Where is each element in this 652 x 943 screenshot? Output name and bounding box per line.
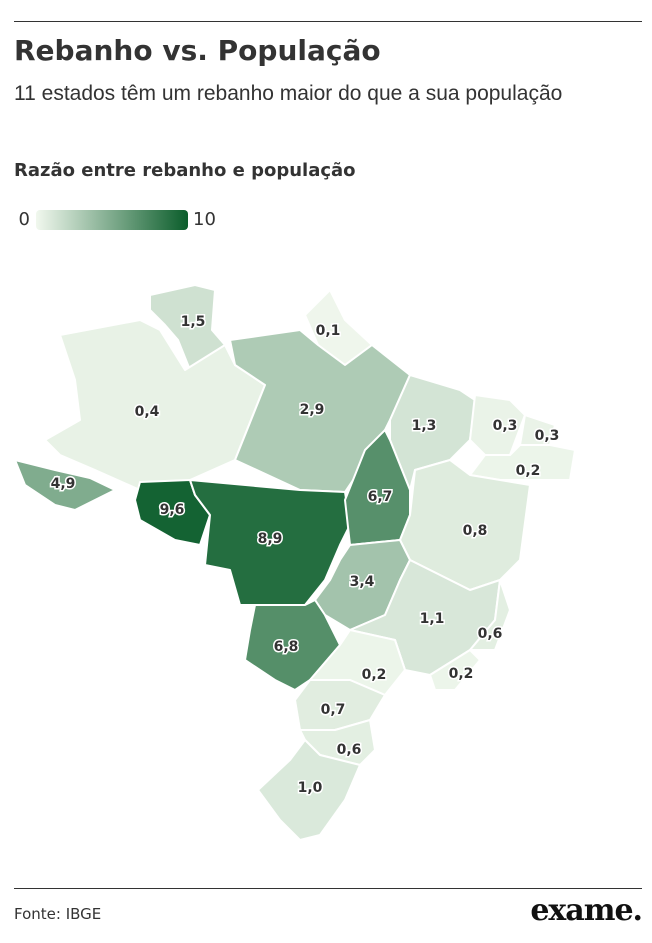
value-label: 0,4 [135, 404, 160, 420]
map: 0 10 1,5 0,1 0,4 2,9 1,3 0,3 0,3 0,2 4,9 9,6 8,9 6,7 0… [14, 209, 576, 841]
colorbar [36, 210, 188, 230]
value-label: 0,6 [478, 626, 503, 642]
subtitle: 11 estados têm um rebanho maior do que a… [14, 82, 563, 105]
state [257, 739, 361, 841]
value-label: 9,6 [160, 502, 185, 518]
title: Rebanho vs. População [14, 34, 381, 67]
value-label: 0,6 [337, 742, 362, 758]
value-label: 0,2 [362, 667, 387, 683]
colorbar-tick-label: 10 [193, 209, 216, 230]
colorbar-tick-label: 0 [19, 209, 30, 230]
source: Fonte: IBGE [14, 905, 102, 923]
value-label: 0,8 [463, 523, 488, 539]
top-rule [14, 21, 642, 22]
value-label: 0,2 [449, 666, 474, 682]
value-label: 0,3 [535, 428, 560, 444]
value-label: 6,8 [274, 639, 299, 655]
state [429, 649, 481, 691]
value-label: 0,2 [516, 463, 541, 479]
value-label: 0,3 [493, 418, 518, 434]
value-label: 2,9 [300, 402, 325, 418]
state [14, 459, 116, 511]
value-label: 0,1 [316, 323, 341, 339]
bottom-rule [14, 888, 642, 889]
value-label: 6,7 [368, 489, 393, 505]
state [469, 579, 511, 651]
value-label: 1,5 [181, 314, 206, 330]
value-label: 8,9 [258, 531, 283, 547]
value-label: 3,4 [350, 574, 375, 590]
brand-logo: exame. [530, 893, 643, 928]
value-label: 1,3 [412, 418, 437, 434]
state [44, 319, 266, 491]
value-label: 1,1 [420, 611, 445, 627]
value-label: 4,9 [51, 476, 76, 492]
value-label: 1,0 [298, 780, 323, 796]
value-label: 0,7 [321, 702, 346, 718]
legend-title: Razão entre rebanho e população [14, 160, 356, 181]
